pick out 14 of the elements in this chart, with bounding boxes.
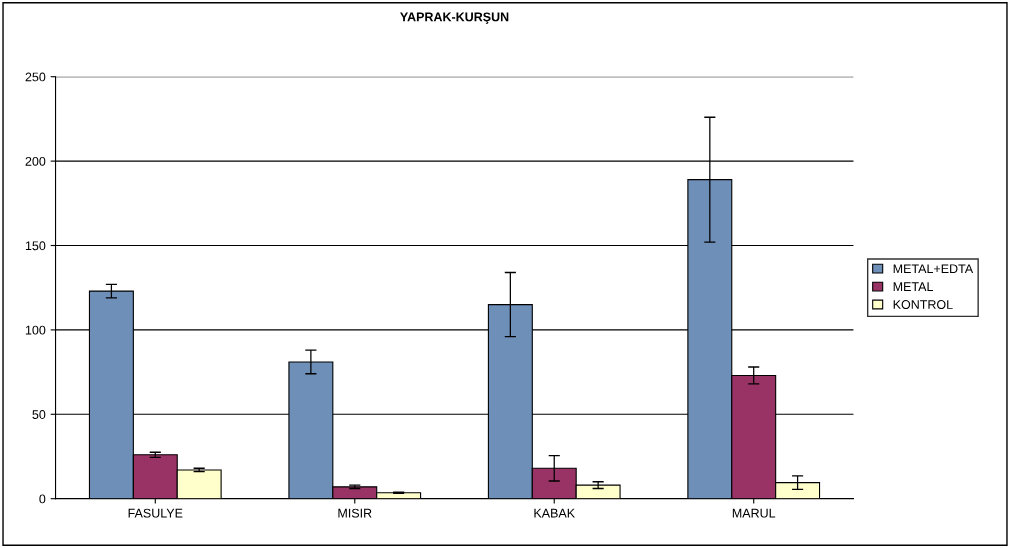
x-tick-label: FASULYE: [128, 508, 183, 518]
x-tick-label: MISIR: [338, 508, 372, 518]
y-tick-label: 250: [25, 72, 46, 82]
legend-label: KONTROL: [893, 300, 953, 309]
chart-title: YAPRAK-KURŞUN: [400, 12, 509, 24]
legend-label: METAL: [893, 282, 934, 291]
y-tick-label: 200: [25, 156, 46, 166]
y-tick-label: 100: [25, 325, 46, 335]
x-tick-label: KABAK: [534, 508, 575, 518]
legend-label: METAL+EDTA: [893, 264, 974, 274]
y-tick-label: 50: [32, 410, 46, 419]
y-tick-label: 150: [25, 241, 46, 251]
y-tick-label: 0: [39, 494, 46, 504]
x-tick-label: MARUL: [732, 508, 776, 518]
